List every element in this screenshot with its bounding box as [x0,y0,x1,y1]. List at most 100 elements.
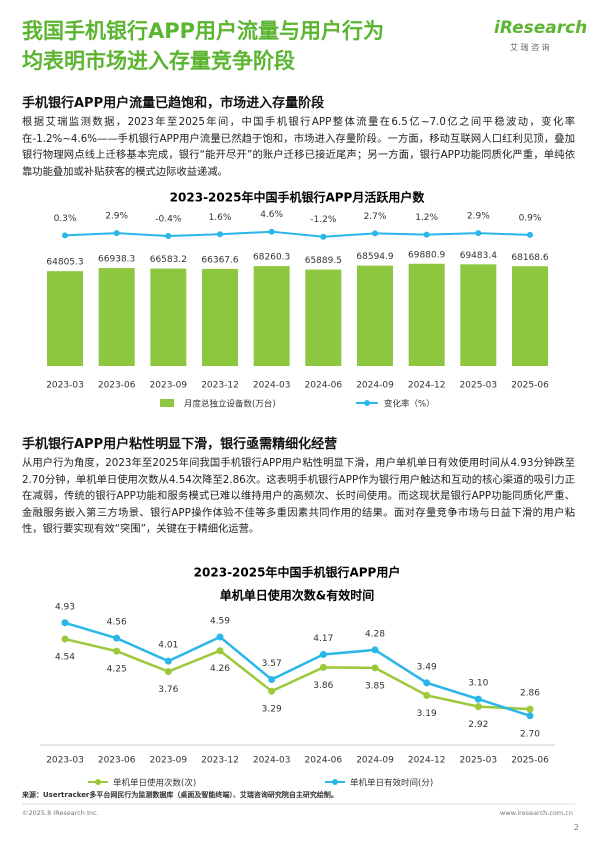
point [320,233,327,240]
data-label: 3.10 [468,679,488,689]
point [526,705,534,713]
bar [150,268,187,366]
data-label: 66583.2 [150,255,187,265]
point [164,668,172,676]
x-tick-label: 2023-12 [201,756,239,766]
chart-title: 2023-2025年中国手机银行APP用户 [194,565,401,580]
point [61,635,69,643]
data-label: 4.28 [365,629,385,639]
data-label: 4.56 [107,618,127,628]
point [61,619,69,627]
data-label: 1.6% [209,213,232,223]
data-label: 2.9% [105,212,128,222]
chart-title: 2023-2025年中国手机银行APP月活跃用户数 [170,190,426,205]
point [319,650,327,658]
data-label: 3.49 [417,662,437,672]
data-label: 4.26 [210,664,230,674]
x-tick-label: 2023-12 [201,381,239,391]
x-tick-label: 2024-12 [408,381,446,391]
section-heading: 手机银行APP用户流量已趋饱和，市场进入存量阶段 [22,96,325,111]
x-tick-label: 2023-06 [98,381,136,391]
paragraph: 从用户行为角度，2023年至2025年间我国手机银行APP用户粘性明显下滑，用户… [22,457,575,535]
data-label: 3.29 [262,705,282,715]
bar [253,266,290,366]
point [319,663,327,671]
point [268,228,275,235]
data-label: 0.3% [54,214,77,224]
logo: iResearch [494,18,588,38]
data-label: 66367.6 [201,255,238,265]
point [423,679,431,687]
point [474,703,482,711]
x-tick-label: 2023-09 [150,756,188,766]
point [216,633,224,641]
x-tick-label: 2024-03 [253,381,291,391]
point [372,230,378,237]
data-label: 68594.9 [356,252,393,262]
legend-swatch [160,399,174,407]
data-label: 3.57 [262,659,282,669]
data-label: 4.59 [210,616,230,626]
x-tick-label: 2024-06 [305,381,343,391]
x-tick-label: 2025-06 [511,381,549,391]
bar [408,263,445,366]
url: www.iresearch.com.cn [499,809,573,817]
data-label: 69483.4 [460,251,497,261]
legend-label: 单机单日有效时间(分) [350,778,433,789]
title-line: 均表明市场进入存量竞争阶段 [22,49,295,73]
line [64,621,531,717]
bar [460,264,497,366]
data-label: 64805.3 [46,258,83,268]
bar [357,265,393,366]
point [268,687,276,695]
data-label: 66938.3 [98,255,135,265]
legend-label: 变化率（%） [384,399,435,410]
data-label: 3.19 [417,709,437,719]
point [423,231,430,238]
data-label: 2.86 [520,689,540,699]
page-title: 我国手机银行APP用户流量与用户行为 均表明市场进入存量竞争阶段 [22,16,384,76]
x-tick-label: 2024-09 [356,381,394,391]
data-label: 4.6% [260,210,283,220]
bar [47,271,83,366]
legend-swatch [332,779,338,785]
x-tick-label: 2024-12 [408,756,446,766]
x-tick-label: 2023-09 [150,381,188,391]
page-number: 2 [573,823,579,832]
data-label: 68260.3 [253,253,290,263]
legend-swatch [364,400,370,406]
point [475,230,482,237]
data-label: 68168.6 [511,253,548,263]
data-label: 2.7% [364,212,387,222]
data-label: 65889.5 [305,256,342,266]
point [113,230,120,237]
line [64,637,531,711]
point [165,233,172,240]
data-label: 1.2% [415,213,438,223]
x-tick-label: 2023-03 [46,756,84,766]
point [62,232,68,239]
bar [202,268,238,366]
data-label: -0.4% [155,215,182,225]
data-label: 4.25 [107,665,127,675]
data-label: 4.93 [55,602,75,612]
point [216,647,224,655]
title-line: 我国手机银行APP用户流量与用户行为 [22,19,385,43]
point [164,657,172,665]
point [527,231,533,238]
data-label: -1.2% [310,215,337,225]
data-label: 3.76 [158,685,178,695]
point [268,676,276,684]
x-tick-label: 2023-06 [98,756,136,766]
x-tick-label: 2023-03 [46,381,84,391]
copyright: ©2025.8 iResearch Inc. [22,809,99,817]
line [64,230,531,238]
x-tick-label: 2024-09 [356,756,394,766]
data-label: 2.92 [468,720,488,730]
legend-swatch [95,779,101,785]
data-label: 2.70 [520,729,540,739]
point [113,634,121,642]
point [526,712,534,720]
